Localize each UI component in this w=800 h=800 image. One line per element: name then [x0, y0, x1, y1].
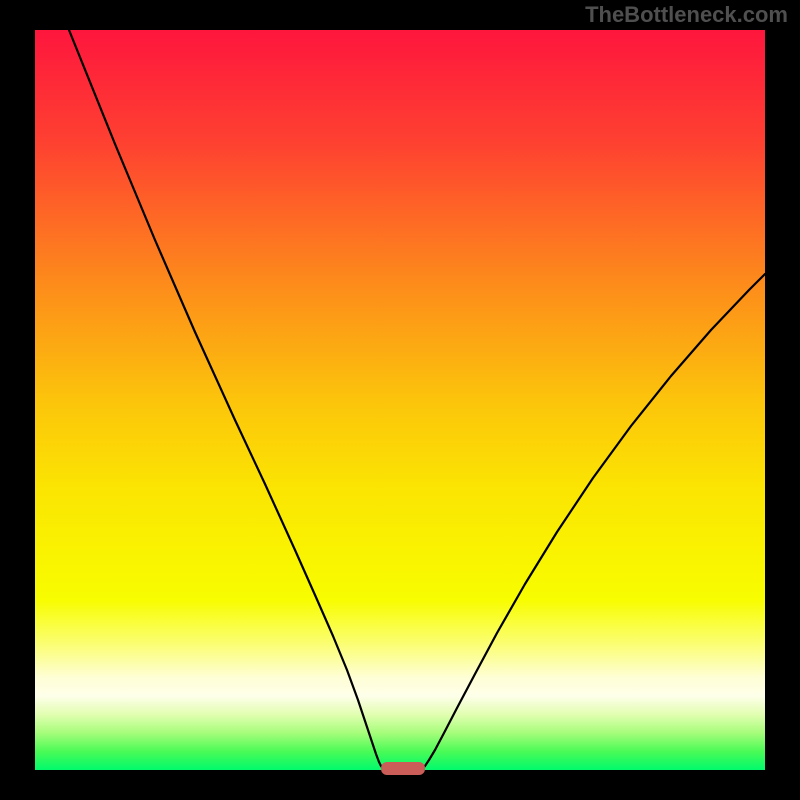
minimum-marker	[381, 762, 425, 775]
watermark-text: TheBottleneck.com	[585, 2, 788, 28]
gradient-background	[35, 30, 765, 770]
chart-container: TheBottleneck.com	[0, 0, 800, 800]
minimum-marker-shape	[381, 762, 425, 775]
plot-area	[35, 30, 765, 770]
plot-svg	[35, 30, 765, 770]
